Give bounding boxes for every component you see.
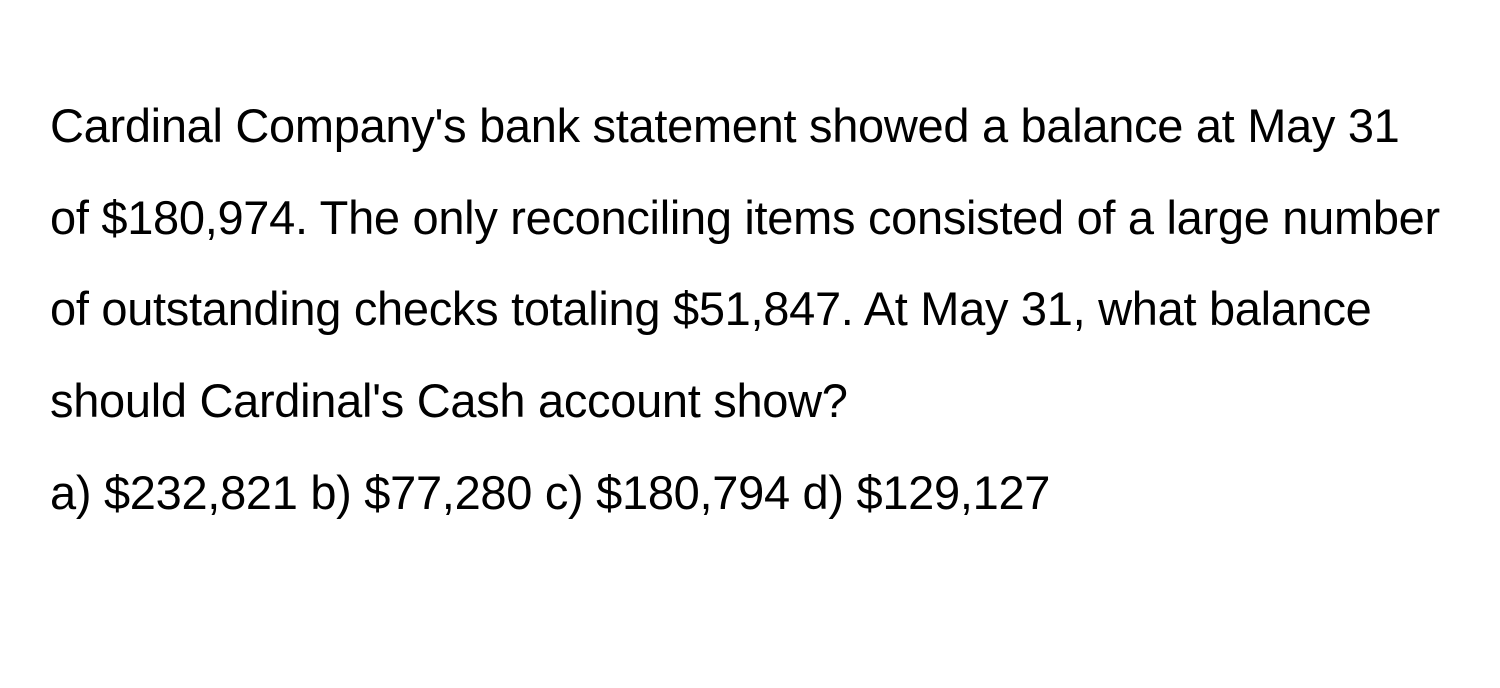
question-options: a) $232,821 b) $77,280 c) $180,794 d) $1… — [50, 466, 1050, 519]
question-body: Cardinal Company's bank statement showed… — [50, 99, 1440, 427]
question-block: Cardinal Company's bank statement showed… — [50, 80, 1450, 538]
